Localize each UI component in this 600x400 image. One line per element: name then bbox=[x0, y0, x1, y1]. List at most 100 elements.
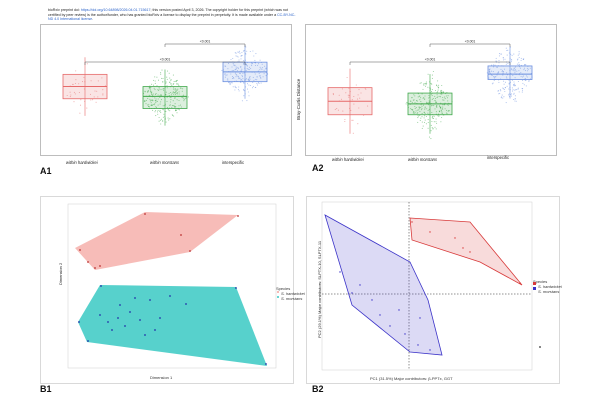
data-point bbox=[505, 76, 507, 78]
data-point bbox=[261, 69, 263, 71]
data-point bbox=[358, 89, 360, 91]
data-point bbox=[443, 104, 445, 106]
data-point bbox=[525, 85, 527, 87]
data-point bbox=[436, 96, 438, 99]
data-point bbox=[425, 123, 427, 125]
data-point bbox=[434, 126, 436, 128]
data-point bbox=[491, 74, 493, 77]
license-link[interactable]: CC-BY-NC-ND 4.0 International license bbox=[48, 12, 296, 22]
data-point bbox=[425, 84, 427, 86]
data-point bbox=[239, 77, 241, 79]
data-point bbox=[252, 85, 254, 87]
data-point bbox=[513, 84, 515, 86]
data-point bbox=[520, 75, 522, 78]
data-point bbox=[435, 105, 437, 108]
data-point bbox=[358, 107, 360, 109]
data-point bbox=[157, 104, 159, 106]
data-point bbox=[337, 109, 339, 111]
data-point bbox=[90, 99, 92, 101]
data-point bbox=[417, 115, 419, 117]
data-point bbox=[161, 77, 163, 79]
data-point bbox=[148, 105, 150, 107]
data-point bbox=[154, 80, 156, 82]
preprint-notice: bioRxiv preprint doi: https://doi.org/10… bbox=[48, 8, 296, 22]
data-point bbox=[431, 126, 433, 129]
data-point bbox=[150, 86, 152, 88]
data-point bbox=[515, 100, 517, 102]
data-point bbox=[250, 84, 252, 87]
data-point bbox=[504, 58, 506, 60]
data-point bbox=[230, 82, 232, 84]
data-point bbox=[235, 76, 237, 78]
data-point bbox=[234, 64, 236, 66]
data-point bbox=[498, 59, 500, 62]
data-point bbox=[241, 70, 243, 72]
data-point bbox=[148, 87, 150, 89]
data-point bbox=[435, 111, 437, 113]
data-point bbox=[406, 101, 408, 103]
data-point bbox=[350, 109, 352, 111]
data-point bbox=[153, 87, 155, 89]
data-point bbox=[411, 96, 413, 98]
data-point bbox=[432, 117, 434, 119]
data-point bbox=[348, 95, 350, 97]
data-point bbox=[78, 91, 80, 94]
data-point bbox=[231, 76, 234, 78]
data-point bbox=[156, 85, 158, 87]
data-point bbox=[245, 78, 247, 80]
data-point bbox=[185, 97, 187, 99]
data-point bbox=[437, 80, 439, 82]
b2-legend-item: S. hardwickei bbox=[538, 284, 562, 289]
data-point bbox=[503, 88, 505, 90]
data-point bbox=[160, 101, 162, 103]
data-point bbox=[440, 93, 442, 95]
data-point bbox=[242, 50, 244, 52]
data-point bbox=[231, 77, 234, 80]
data-point bbox=[264, 65, 266, 67]
data-point bbox=[431, 120, 433, 123]
data-point bbox=[258, 63, 260, 65]
data-point bbox=[490, 74, 492, 76]
data-point bbox=[94, 90, 96, 92]
data-point bbox=[439, 96, 441, 98]
data-point bbox=[524, 79, 526, 81]
data-point bbox=[165, 82, 167, 84]
data-point bbox=[440, 90, 442, 92]
data-point bbox=[179, 87, 181, 89]
data-point bbox=[234, 89, 236, 91]
data-point bbox=[262, 67, 264, 69]
data-point bbox=[154, 103, 156, 105]
data-point bbox=[495, 57, 497, 59]
b2-legend-title: Species bbox=[533, 279, 548, 284]
data-point bbox=[149, 100, 151, 102]
data-point bbox=[265, 68, 267, 70]
data-point bbox=[503, 83, 505, 85]
data-point bbox=[422, 83, 425, 85]
data-point bbox=[238, 51, 240, 53]
data-point bbox=[245, 69, 247, 71]
data-point bbox=[446, 97, 449, 99]
data-point bbox=[134, 297, 136, 299]
data-point bbox=[428, 108, 430, 110]
data-point bbox=[432, 128, 434, 130]
data-point bbox=[496, 74, 498, 76]
data-point bbox=[427, 110, 429, 112]
data-point bbox=[422, 97, 424, 99]
data-point bbox=[355, 84, 357, 86]
a2-category-label: within hardwickei bbox=[332, 157, 364, 162]
data-point bbox=[434, 100, 436, 102]
data-point bbox=[178, 99, 180, 102]
data-point bbox=[503, 96, 505, 98]
data-point bbox=[150, 92, 152, 94]
data-point bbox=[173, 106, 176, 108]
data-point bbox=[422, 125, 424, 127]
box bbox=[487, 65, 533, 80]
doi-link[interactable]: https://doi.org/10.64898/2026.04.01.7156… bbox=[80, 8, 151, 12]
data-point bbox=[87, 340, 89, 342]
data-point bbox=[496, 66, 498, 68]
data-point bbox=[139, 319, 141, 321]
data-point bbox=[83, 76, 85, 78]
data-point bbox=[508, 83, 510, 85]
data-point bbox=[224, 65, 226, 67]
data-point bbox=[79, 112, 81, 114]
